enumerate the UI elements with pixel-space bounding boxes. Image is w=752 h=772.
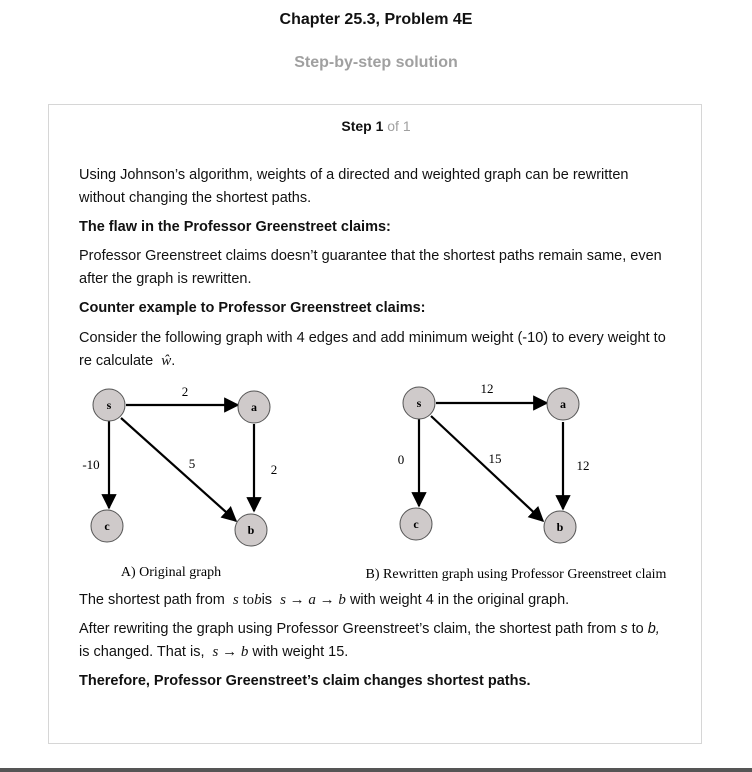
- counter-example-text: Consider the following graph with 4 edge…: [79, 330, 666, 369]
- node-c-label: c: [104, 519, 110, 533]
- weight-a-b: 2: [271, 462, 278, 477]
- flaw-paragraph: Professor Greenstreet claims doesn’t gua…: [79, 248, 662, 287]
- edge-s-b: [430, 415, 545, 523]
- weight-s-b: 15: [489, 451, 502, 466]
- p4-to: to: [242, 592, 255, 608]
- node-a-label: a: [560, 397, 566, 411]
- weight-a-b: 12: [577, 458, 590, 473]
- p5-b: b,: [647, 621, 660, 637]
- p5-to: to: [631, 621, 644, 637]
- rewritten-graph-figure: s a c b 12 0 15 12 B) Rewritten graph us…: [366, 381, 667, 582]
- period: .: [171, 353, 176, 369]
- node-b: [234, 513, 268, 547]
- weight-s-c: 0: [398, 452, 405, 467]
- solution-card: [48, 104, 702, 744]
- shortest-path-paragraph: The shortest path from s tobis s → a → b…: [79, 589, 674, 612]
- math-s: s: [232, 592, 239, 608]
- p5-text-c: with weight 15.: [252, 644, 349, 660]
- p4-text-b: with weight 4 in the original graph.: [349, 592, 570, 608]
- node-c-label: c: [413, 517, 419, 531]
- counter-example-paragraph: Consider the following graph with 4 edge…: [79, 327, 674, 373]
- node-s: [402, 386, 436, 420]
- bottom-border: [0, 768, 752, 772]
- original-graph-figure: s a c b 2 -10 5 2 A) Original graph: [82, 384, 278, 580]
- page-subtitle: Step-by-step solution: [294, 54, 458, 71]
- p4-text-a: The shortest path from: [79, 592, 225, 608]
- step-total: of 1: [387, 118, 411, 134]
- rewritten-path-paragraph: After rewriting the graph using Professo…: [79, 618, 674, 664]
- weight-s-c: -10: [82, 457, 99, 472]
- conclusion: Therefore, Professor Greenstreet’s claim…: [79, 673, 531, 689]
- node-a: [237, 390, 271, 424]
- p4-is: is: [261, 592, 273, 608]
- node-a: [546, 387, 580, 421]
- intro-paragraph: Using Johnson’s algorithm, weights of a …: [79, 167, 629, 206]
- weight-s-b: 5: [189, 456, 196, 471]
- node-a-label: a: [251, 400, 257, 414]
- node-b: [543, 510, 577, 544]
- math-path-sb: s → b: [212, 644, 249, 660]
- node-s: [92, 388, 126, 422]
- page-title: Chapter 25.3, Problem 4E: [279, 11, 473, 28]
- step-label: Step 1: [341, 118, 384, 134]
- p5-text-a: After rewriting the graph using Professo…: [79, 621, 617, 637]
- node-b-label: b: [248, 523, 255, 537]
- counter-example-heading: Counter example to Professor Greenstreet…: [79, 300, 426, 316]
- p5-is: is changed. That is,: [79, 644, 205, 660]
- step-indicator: Step 1 of 1: [0, 118, 752, 134]
- math-b: b: [254, 592, 262, 608]
- node-s-label: s: [107, 398, 112, 412]
- node-c: [399, 507, 433, 541]
- flaw-heading: The flaw in the Professor Greenstreet cl…: [79, 219, 391, 235]
- node-c: [90, 509, 124, 543]
- graph-a-caption: A) Original graph: [121, 565, 221, 580]
- node-b-label: b: [557, 520, 564, 534]
- graph-b-caption: B) Rewritten graph using Professor Green…: [366, 567, 667, 582]
- weight-s-a: 2: [182, 384, 189, 399]
- w-hat-math: ŵ: [161, 353, 172, 369]
- p5-s: s: [620, 621, 628, 637]
- node-s-label: s: [417, 396, 422, 410]
- edge-s-b: [120, 417, 238, 523]
- weight-s-a: 12: [481, 381, 494, 396]
- math-path-sab: s → a → b: [280, 592, 346, 608]
